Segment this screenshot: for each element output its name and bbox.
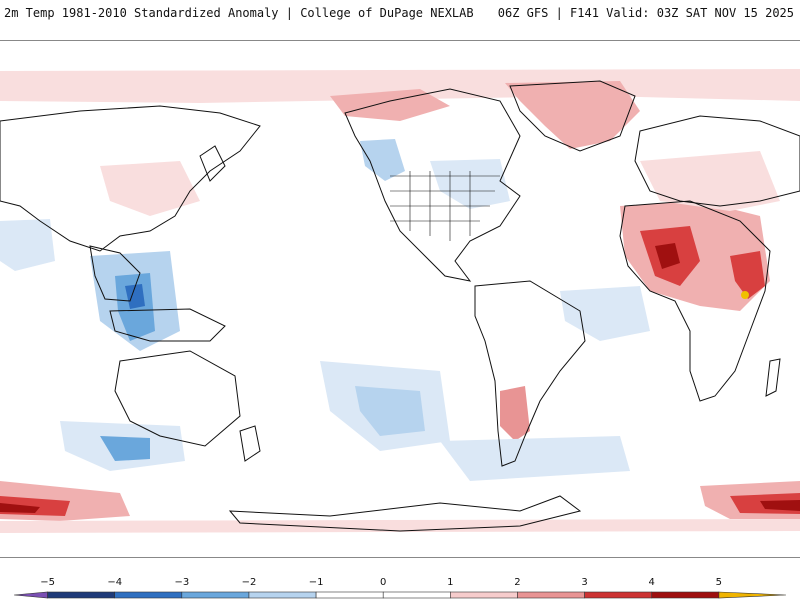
model-run-info: 06Z GFS | F141 Valid: 03Z SAT NOV 15 202… (497, 6, 794, 20)
us-state-borders (390, 171, 500, 241)
indonesia-outline (109, 308, 226, 342)
cold-maritime-deep (125, 284, 145, 309)
warm-siberia (330, 89, 450, 121)
warm-anomaly-layer (0, 69, 800, 533)
colorbar-tick-label: 0 (380, 577, 386, 588)
warm-south-america (500, 386, 530, 441)
colorbar-ticks: −5 −4 −3 −2 −1 0 1 2 3 4 5 (40, 577, 722, 588)
colorbar-tick-label: 2 (514, 577, 520, 588)
warm-south-band (0, 519, 800, 533)
colorbar-tick-label: −5 (40, 577, 55, 588)
map-title: 2m Temp 1981-2010 Standardized Anomaly |… (4, 6, 474, 20)
warm-hotspot (741, 291, 749, 299)
colorbar-bin (584, 591, 653, 599)
cold-pacific-northwest (360, 139, 405, 181)
header: 2m Temp 1981-2010 Standardized Anomaly |… (0, 0, 800, 40)
colorbar-bins (13, 591, 787, 599)
colorbar-tick-label: 1 (447, 577, 453, 588)
warm-antarctic-right-deep (760, 500, 800, 511)
australia-outline (114, 350, 241, 447)
colorbar-bin (13, 591, 48, 599)
north-america-outline (344, 88, 521, 282)
colorbar-tick-label: 4 (649, 577, 655, 588)
warm-greenland (505, 81, 640, 149)
cold-southern-ocean (440, 436, 630, 481)
warm-east-africa (730, 251, 765, 299)
colorbar-tick-label: −1 (309, 577, 324, 588)
anomaly-map-canvas (0, 41, 800, 557)
greenland-outline (509, 80, 636, 152)
colorbar-bin (114, 591, 183, 599)
cold-south-indian-core (100, 436, 150, 461)
warm-africa-core (655, 243, 680, 269)
colorbar-tick-label: 3 (581, 577, 587, 588)
colorbar-bin (315, 591, 384, 599)
africa-outline (619, 200, 771, 402)
colorbar-bin (47, 591, 115, 599)
south-america-outline (474, 280, 586, 467)
warm-europe (640, 151, 780, 211)
colorbar-tick-label: −2 (242, 577, 257, 588)
cold-west-atlantic (0, 219, 55, 271)
colorbar-bin (718, 591, 787, 599)
colorbar: −5 −4 −3 −2 −1 0 1 2 3 4 5 (0, 570, 800, 600)
colorbar-bin (651, 591, 720, 599)
colorbar-bin (382, 591, 451, 599)
colorbar-tick-label: 5 (716, 577, 722, 588)
colorbar-tick-label: −3 (174, 577, 189, 588)
madagascar-outline (765, 358, 781, 397)
japan-outline (199, 145, 226, 182)
antarctica-outline (228, 495, 582, 532)
colorbar-bin (248, 591, 317, 599)
warm-asia (100, 161, 200, 216)
europe-outline (634, 115, 800, 207)
new-zealand-outline (239, 425, 261, 462)
southeast-asia-outline (89, 245, 141, 302)
asia-outline (0, 105, 261, 252)
world-map[interactable] (0, 40, 800, 558)
colorbar-canvas: −5 −4 −3 −2 −1 0 1 2 3 4 5 (13, 577, 787, 599)
colorbar-bin (450, 591, 518, 599)
coastline-layer (0, 80, 800, 532)
colorbar-bin (181, 591, 250, 599)
colorbar-tick-label: −4 (107, 577, 122, 588)
cold-south-pacific-core (355, 386, 425, 436)
colorbar-bin (517, 591, 585, 599)
warm-antarctic-left-deep (0, 503, 40, 513)
